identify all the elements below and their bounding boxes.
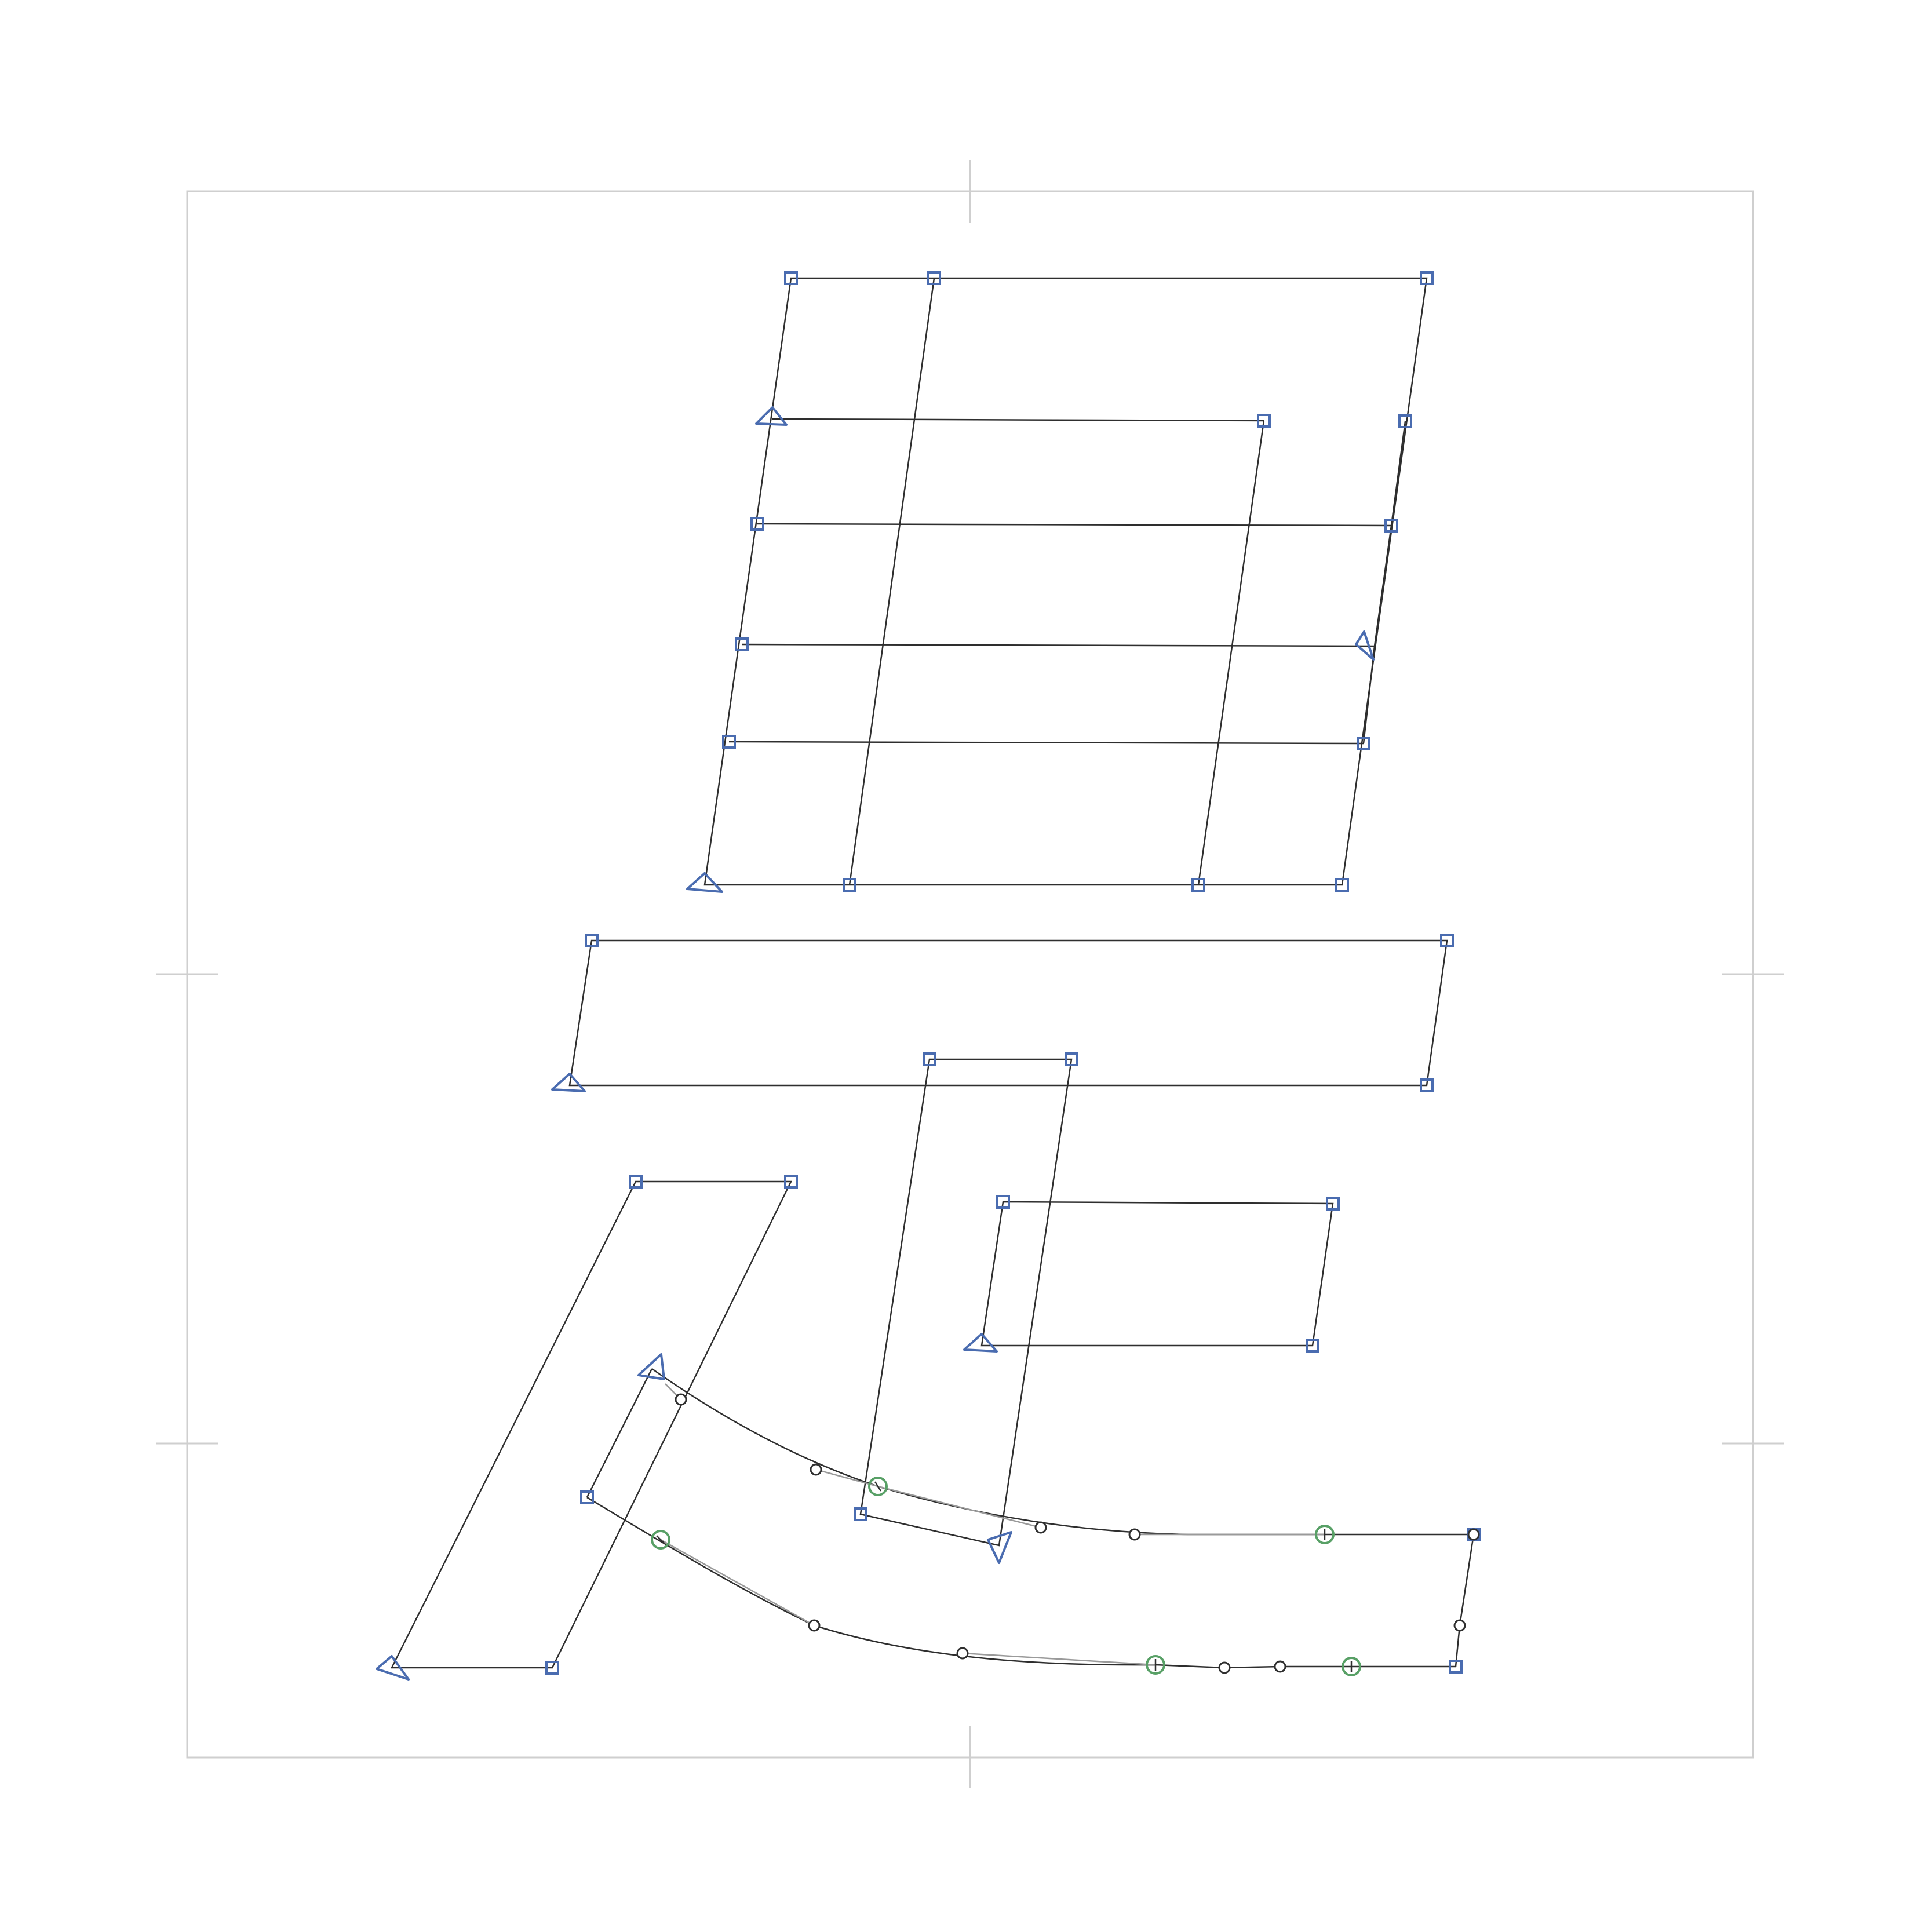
offcurve-point[interactable] bbox=[1467, 1528, 1480, 1541]
smooth-node[interactable] bbox=[1342, 1657, 1361, 1676]
corner-node[interactable] bbox=[784, 1175, 798, 1189]
corner-node[interactable] bbox=[1306, 1339, 1319, 1353]
contour-bottom-sweep-upper[interactable] bbox=[651, 1368, 1474, 1536]
corner-node[interactable] bbox=[1065, 1052, 1078, 1066]
smooth-node-layer[interactable] bbox=[651, 1477, 1361, 1676]
handle-line bbox=[660, 1539, 815, 1627]
contour-horizontal-bar[interactable] bbox=[568, 939, 1448, 1087]
em-square-frame bbox=[186, 190, 1754, 1759]
handle-line bbox=[877, 1485, 1041, 1529]
corner-node[interactable] bbox=[784, 271, 798, 285]
contour-top-bar-3[interactable] bbox=[741, 643, 1375, 647]
contour-left-diagonal-outer[interactable] bbox=[390, 1180, 793, 1669]
corner-node[interactable] bbox=[1357, 737, 1370, 750]
offcurve-point[interactable] bbox=[1218, 1661, 1231, 1674]
corner-node[interactable] bbox=[1191, 878, 1205, 892]
smooth-node[interactable] bbox=[1315, 1525, 1335, 1544]
start-node-layer[interactable] bbox=[376, 406, 1375, 1681]
offcurve-point[interactable] bbox=[1274, 1660, 1286, 1673]
metrics-layer bbox=[156, 160, 1784, 1788]
contour-top-bar-1[interactable] bbox=[772, 418, 1264, 422]
offcurve-point[interactable] bbox=[810, 1463, 822, 1476]
corner-node[interactable] bbox=[1398, 414, 1412, 428]
corner-node[interactable] bbox=[629, 1175, 643, 1189]
start-node[interactable] bbox=[755, 406, 788, 426]
offcurve-point[interactable] bbox=[1034, 1521, 1047, 1534]
corner-node[interactable] bbox=[1335, 878, 1349, 892]
handle-line bbox=[815, 1468, 878, 1488]
contour-top-vertical-right[interactable] bbox=[1197, 420, 1265, 885]
contour-top-outer[interactable] bbox=[703, 277, 1428, 886]
start-node[interactable] bbox=[376, 1655, 410, 1681]
smooth-node-tick bbox=[874, 1481, 882, 1492]
corner-node[interactable] bbox=[722, 735, 736, 749]
corner-node[interactable] bbox=[1420, 1078, 1434, 1092]
start-node[interactable] bbox=[963, 1333, 998, 1353]
contour-top-right-edge[interactable] bbox=[1362, 421, 1406, 744]
start-node[interactable] bbox=[686, 872, 723, 893]
start-node[interactable] bbox=[1355, 630, 1375, 661]
corner-node-layer[interactable] bbox=[545, 271, 1481, 1675]
contour-bottom-sweep-end[interactable] bbox=[1455, 1534, 1475, 1667]
contour-bottom-sweep-lower[interactable] bbox=[586, 1496, 1456, 1669]
offcurve-point[interactable] bbox=[1128, 1528, 1141, 1541]
start-node[interactable] bbox=[637, 1353, 665, 1380]
glyph-outline-layer[interactable] bbox=[390, 277, 1475, 1669]
corner-node[interactable] bbox=[1440, 934, 1454, 947]
corner-node[interactable] bbox=[585, 934, 599, 947]
corner-node[interactable] bbox=[1449, 1660, 1463, 1674]
corner-node[interactable] bbox=[843, 878, 856, 892]
corner-node[interactable] bbox=[545, 1661, 559, 1675]
contour-right-box[interactable] bbox=[980, 1201, 1334, 1347]
smooth-node[interactable] bbox=[1146, 1655, 1165, 1675]
corner-node[interactable] bbox=[735, 637, 749, 651]
contour-top-bar-2[interactable] bbox=[757, 523, 1392, 527]
corner-node[interactable] bbox=[923, 1052, 936, 1066]
offcurve-node-layer[interactable] bbox=[675, 1393, 1480, 1674]
corner-node[interactable] bbox=[854, 1507, 867, 1521]
offcurve-point[interactable] bbox=[808, 1619, 821, 1632]
smooth-node-tick bbox=[656, 1535, 665, 1544]
corner-node[interactable] bbox=[750, 517, 764, 531]
offcurve-point[interactable] bbox=[1453, 1619, 1466, 1632]
offcurve-point[interactable] bbox=[675, 1393, 687, 1406]
corner-node[interactable] bbox=[580, 1490, 594, 1504]
corner-node[interactable] bbox=[1384, 519, 1398, 533]
handle-line bbox=[962, 1652, 1156, 1666]
corner-node[interactable] bbox=[1257, 414, 1271, 428]
corner-node[interactable] bbox=[1420, 271, 1434, 285]
corner-node[interactable] bbox=[927, 271, 941, 285]
smooth-node[interactable] bbox=[651, 1530, 670, 1550]
smooth-node[interactable] bbox=[868, 1477, 888, 1496]
contour-top-vertical-left[interactable] bbox=[848, 278, 935, 885]
contour-middle-stem[interactable] bbox=[859, 1058, 1073, 1547]
corner-node[interactable] bbox=[1326, 1197, 1340, 1211]
contour-top-bar-4[interactable] bbox=[728, 741, 1364, 745]
start-node[interactable] bbox=[551, 1073, 586, 1092]
handle-layer bbox=[660, 1383, 1325, 1666]
corner-node[interactable] bbox=[996, 1195, 1010, 1209]
offcurve-point[interactable] bbox=[956, 1647, 969, 1660]
start-node[interactable] bbox=[987, 1531, 1012, 1564]
contour-left-diagonal-inner[interactable] bbox=[586, 1368, 653, 1498]
